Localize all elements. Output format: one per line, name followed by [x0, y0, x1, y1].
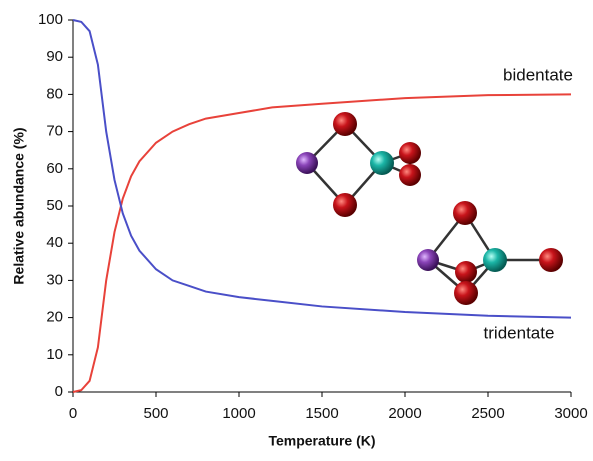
y-tick-label: 30 [46, 271, 63, 288]
y-tick-label: 60 [46, 160, 63, 177]
y-tick-label: 70 [46, 123, 63, 140]
x-tick-label: 2500 [471, 405, 504, 422]
molecule-tridentate [417, 201, 563, 305]
y-tick-label: 50 [46, 197, 63, 214]
annotation: bidentate [503, 65, 573, 84]
x-axis-label: Temperature (K) [268, 433, 375, 449]
y-tick-label: 20 [46, 309, 63, 326]
y-axis-label: Relative abundance (%) [11, 127, 27, 284]
y-tick-label: 40 [46, 234, 63, 251]
y-tick-label: 0 [55, 383, 63, 400]
chart: Temperature (K) Relative abundance (%) 0… [0, 0, 593, 456]
annotation: tridentate [484, 323, 555, 342]
x-tick-label: 3000 [554, 405, 587, 422]
x-tick-label: 0 [69, 405, 77, 422]
y-tick-label: 80 [46, 85, 63, 102]
y-tick-label: 10 [46, 346, 63, 363]
y-tick-label: 100 [38, 11, 63, 28]
x-tick-label: 1000 [222, 405, 255, 422]
line-series [73, 20, 571, 318]
molecule-bidentate [296, 112, 421, 217]
line-series [73, 94, 571, 392]
x-tick-label: 1500 [305, 405, 338, 422]
x-tick-label: 500 [143, 405, 168, 422]
y-tick-label: 90 [46, 48, 63, 65]
x-tick-label: 2000 [388, 405, 421, 422]
